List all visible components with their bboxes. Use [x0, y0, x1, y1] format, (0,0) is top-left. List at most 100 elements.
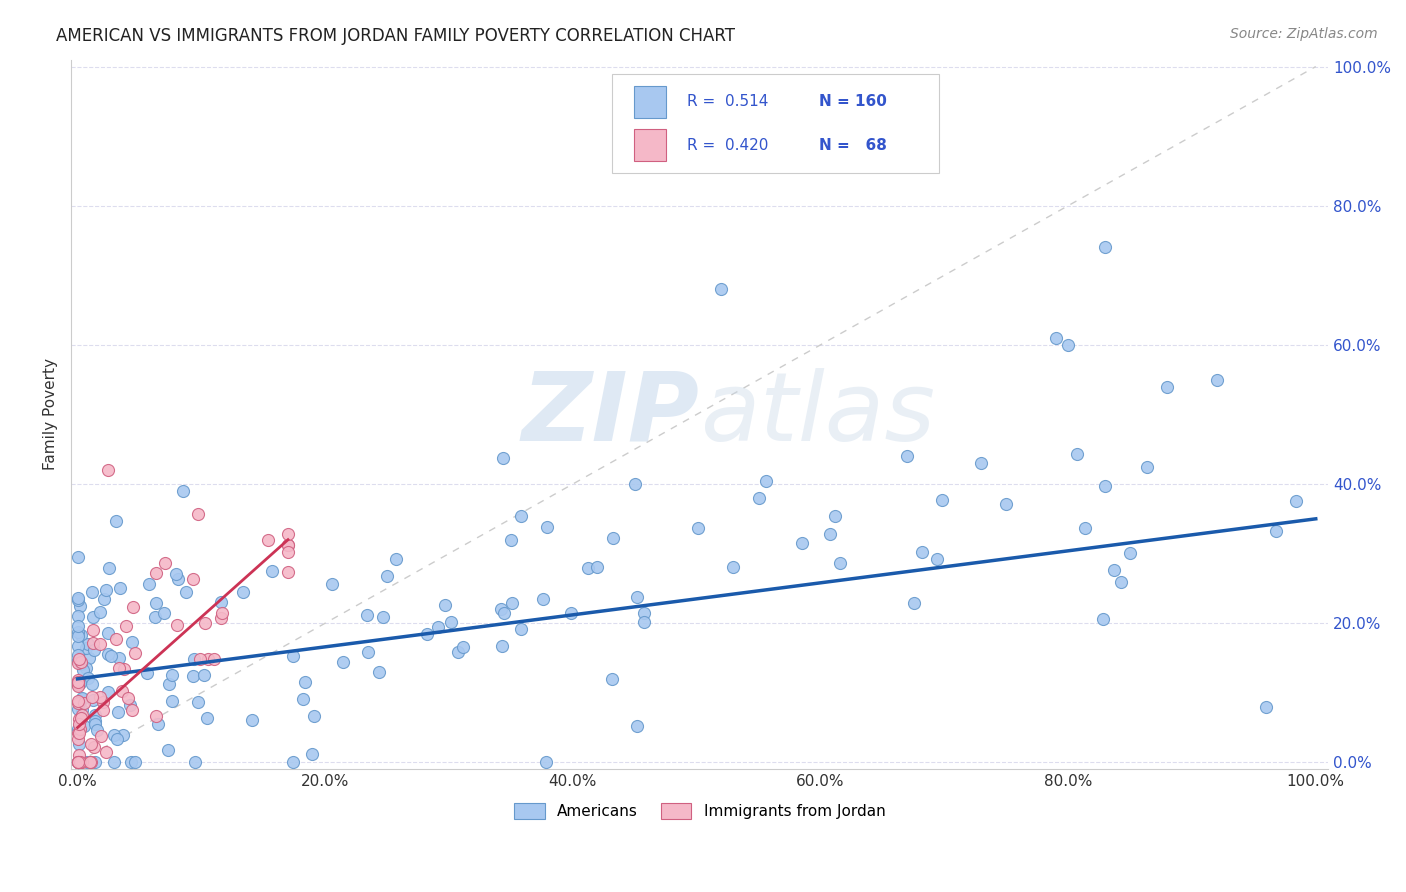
Point — [172, 484, 194, 499]
Point — [66, 625, 89, 640]
Point — [156, 742, 179, 756]
Point — [187, 695, 209, 709]
Point — [160, 668, 183, 682]
Point — [66, 656, 89, 670]
Point — [602, 532, 624, 546]
Point — [67, 747, 90, 762]
Point — [1111, 575, 1133, 590]
Point — [824, 508, 846, 523]
Point — [277, 544, 299, 558]
Point — [122, 600, 145, 615]
Point — [188, 652, 211, 666]
Legend: Americans, Immigrants from Jordan: Americans, Immigrants from Jordan — [508, 797, 891, 825]
Point — [83, 756, 105, 770]
Point — [281, 648, 304, 663]
Point — [66, 648, 89, 663]
Point — [491, 639, 513, 653]
Point — [94, 745, 117, 759]
Point — [67, 651, 90, 665]
Point — [66, 608, 89, 623]
Point — [114, 662, 136, 676]
Point — [748, 491, 770, 505]
Point — [143, 610, 166, 624]
FancyBboxPatch shape — [612, 74, 939, 173]
Point — [93, 591, 115, 606]
Point — [66, 756, 89, 770]
Point — [107, 661, 129, 675]
Point — [91, 694, 114, 708]
Point — [66, 675, 89, 690]
Point — [260, 564, 283, 578]
Point — [1094, 479, 1116, 493]
Point — [66, 679, 89, 693]
Point — [232, 585, 254, 599]
Text: N =   68: N = 68 — [820, 138, 887, 153]
Point — [492, 607, 515, 621]
Point — [104, 514, 127, 528]
Point — [623, 477, 645, 491]
Point — [66, 696, 89, 710]
Point — [124, 756, 146, 770]
Point — [384, 551, 406, 566]
Point — [1256, 699, 1278, 714]
Point — [82, 692, 104, 706]
Point — [165, 566, 187, 581]
Point — [89, 606, 111, 620]
Y-axis label: Family Poverty: Family Poverty — [44, 359, 58, 470]
Bar — [634, 129, 666, 161]
Point — [100, 649, 122, 664]
Point — [66, 701, 89, 715]
Point — [98, 561, 121, 575]
Point — [70, 628, 93, 642]
Point — [136, 666, 159, 681]
Point — [121, 703, 143, 717]
Point — [633, 615, 655, 629]
Point — [155, 557, 177, 571]
Point — [66, 629, 89, 643]
Point — [492, 451, 515, 466]
Point — [211, 607, 233, 621]
Point — [83, 740, 105, 755]
Point — [86, 723, 108, 738]
Point — [112, 728, 135, 742]
Point — [152, 606, 174, 620]
Point — [510, 509, 533, 524]
Point — [1094, 240, 1116, 254]
Point — [626, 719, 648, 733]
Point — [710, 282, 733, 296]
Point — [82, 585, 104, 599]
Point — [67, 756, 90, 770]
Point — [510, 622, 533, 636]
Point — [277, 538, 299, 552]
Bar — [634, 86, 666, 118]
Point — [67, 696, 90, 710]
Point — [70, 703, 93, 717]
Point — [160, 694, 183, 708]
Point — [371, 610, 394, 624]
Point — [626, 591, 648, 605]
Point — [77, 651, 100, 665]
Point — [66, 549, 89, 564]
Text: R =  0.420: R = 0.420 — [688, 138, 769, 153]
Point — [1066, 446, 1088, 460]
Point — [69, 676, 91, 690]
Point — [97, 626, 120, 640]
Point — [600, 672, 623, 686]
Point — [124, 646, 146, 660]
Point — [69, 657, 91, 672]
Point — [67, 678, 90, 692]
Point — [105, 731, 128, 746]
Point — [451, 640, 474, 654]
Point — [688, 521, 710, 535]
Point — [66, 640, 89, 654]
Point — [80, 738, 103, 752]
Point — [181, 669, 204, 683]
Point — [69, 756, 91, 770]
Point — [911, 545, 934, 559]
Point — [576, 561, 599, 575]
Point — [195, 711, 218, 725]
Point — [66, 756, 89, 770]
Point — [828, 556, 851, 570]
Point — [107, 706, 129, 720]
Point — [103, 728, 125, 742]
